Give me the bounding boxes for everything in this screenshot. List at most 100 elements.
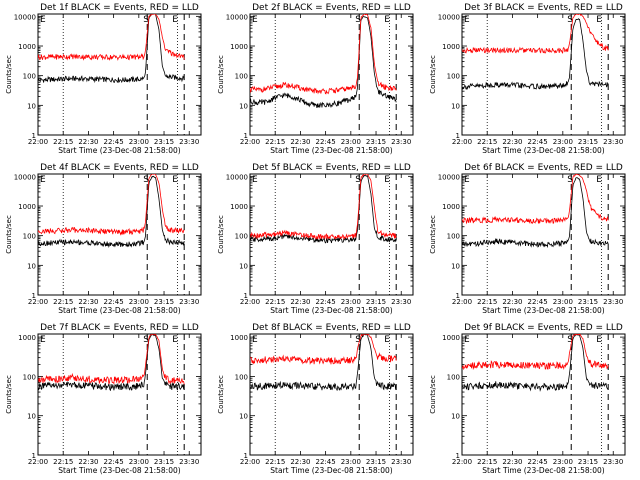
x-axis-label: Start Time (23-Dec-08 21:58:00) [58, 466, 180, 475]
y-axis-label: Counts/sec [5, 215, 13, 254]
panel-title: Det 9f BLACK = Events, RED = LLD [464, 323, 623, 333]
x-axis-label: Start Time (23-Dec-08 21:58:00) [482, 306, 604, 315]
s-marker-label: S [143, 335, 149, 345]
y-axis-label: Counts/sec [5, 55, 13, 94]
plot-frame [461, 333, 626, 456]
x-tick-label: 23:15 [154, 138, 174, 146]
x-tick-label: 22:00 [452, 298, 472, 306]
plot-frame [461, 13, 626, 136]
s-marker-label: S [567, 15, 573, 25]
x-axis-label: Start Time (23-Dec-08 21:58:00) [482, 466, 604, 475]
y-axis-label: Counts/sec [429, 55, 437, 94]
x-tick-label: 22:00 [452, 458, 472, 466]
x-tick-label: 23:00 [129, 298, 149, 306]
x-tick-label: 23:30 [391, 298, 411, 306]
panel-title: Det 8f BLACK = Events, RED = LLD [252, 323, 411, 333]
panel-det-3: Det 3f BLACK = Events, RED = LLD 1 10 100 10… [429, 3, 626, 155]
lld-series-line [462, 14, 609, 54]
s-marker-label: S [355, 175, 361, 185]
y-tick-label: 10 [27, 102, 36, 110]
x-tick-label: 23:15 [578, 298, 598, 306]
y-axis-label: Counts/sec [217, 375, 225, 414]
panel-title: Det 3f BLACK = Events, RED = LLD [464, 3, 623, 13]
s-marker-label: S [567, 335, 573, 345]
x-tick-label: 22:15 [265, 458, 285, 466]
y-tick-label: 1000 [230, 43, 248, 51]
lld-series-line [462, 334, 609, 371]
x-tick-label: 22:00 [452, 138, 472, 146]
e-marker-label: E [596, 15, 602, 25]
x-tick-label: 23:30 [603, 138, 623, 146]
y-tick-label: 100 [23, 233, 36, 241]
panel-det-9: Det 9f BLACK = Events, RED = LLD 1 10 100 10… [429, 323, 626, 475]
x-tick-label: 23:30 [179, 298, 199, 306]
events-series-line [38, 175, 185, 249]
x-tick-label: 23:30 [603, 298, 623, 306]
y-tick-label: 10 [27, 413, 36, 421]
y-tick-label: 1000 [442, 43, 460, 51]
y-tick-label: 100 [447, 233, 460, 241]
events-series-line [462, 177, 609, 249]
e-marker-label: E [384, 335, 390, 345]
x-tick-label: 23:15 [366, 138, 386, 146]
panel-det-7: Det 7f BLACK = Events, RED = LLD 1 10 100 10… [5, 323, 202, 475]
y-tick-label: 10 [451, 262, 460, 270]
x-tick-label: 23:00 [553, 138, 573, 146]
y-axis-label: Counts/sec [429, 215, 437, 254]
e-marker-label: E [172, 175, 178, 185]
x-tick-label: 22:00 [240, 298, 260, 306]
panel-title: Det 6f BLACK = Events, RED = LLD [464, 163, 623, 173]
x-tick-label: 22:00 [28, 458, 48, 466]
x-tick-label: 23:30 [391, 138, 411, 146]
x-tick-label: 22:15 [53, 458, 73, 466]
y-tick-label: 1 [244, 452, 248, 460]
x-tick-label: 23:00 [341, 138, 361, 146]
e-marker-label: E [464, 335, 470, 345]
y-tick-label: 1 [244, 292, 248, 300]
lld-series-line [250, 174, 397, 240]
e-marker-label: E [252, 335, 258, 345]
lld-series-line [250, 334, 397, 366]
x-tick-label: 23:00 [553, 458, 573, 466]
e-marker-label: E [40, 175, 46, 185]
plot-frame [37, 173, 202, 296]
events-series-line [462, 18, 609, 91]
s-marker-label: S [567, 175, 573, 185]
x-tick-label: 22:45 [316, 138, 336, 146]
x-tick-label: 22:00 [28, 138, 48, 146]
y-tick-label: 1 [32, 452, 36, 460]
y-tick-label: 10000 [438, 13, 460, 21]
x-tick-label: 22:00 [28, 298, 48, 306]
y-tick-label: 100 [447, 73, 460, 81]
y-tick-label: 1000 [18, 334, 36, 342]
s-marker-label: S [355, 15, 361, 25]
y-tick-label: 100 [447, 373, 460, 381]
e-marker-label: E [596, 175, 602, 185]
plot-frame [249, 333, 414, 456]
y-tick-label: 100 [23, 373, 36, 381]
y-tick-label: 10 [239, 102, 248, 110]
x-tick-label: 22:00 [240, 138, 260, 146]
x-tick-label: 23:00 [553, 298, 573, 306]
panel-det-2: Det 2f BLACK = Events, RED = LLD 1 10 100 10… [217, 3, 414, 155]
y-tick-label: 1000 [18, 203, 36, 211]
x-tick-label: 23:30 [603, 458, 623, 466]
y-tick-label: 10 [239, 413, 248, 421]
panel-title: Det 5f BLACK = Events, RED = LLD [252, 163, 411, 173]
y-tick-label: 1000 [442, 334, 460, 342]
e-marker-label: E [384, 15, 390, 25]
x-tick-label: 22:45 [316, 298, 336, 306]
events-series-line [38, 14, 185, 84]
y-tick-label: 1000 [442, 203, 460, 211]
panel-title: Det 4f BLACK = Events, RED = LLD [40, 163, 199, 173]
y-tick-label: 10 [27, 262, 36, 270]
x-tick-label: 23:30 [391, 458, 411, 466]
panel-det-6: Det 6f BLACK = Events, RED = LLD 1 10 100 10… [429, 163, 626, 315]
x-tick-label: 22:30 [78, 298, 98, 306]
e-marker-label: E [464, 175, 470, 185]
x-tick-label: 22:15 [53, 298, 73, 306]
panel-title: Det 2f BLACK = Events, RED = LLD [252, 3, 411, 13]
x-tick-label: 22:45 [104, 138, 124, 146]
y-tick-label: 10000 [438, 173, 460, 181]
y-tick-label: 10000 [14, 13, 36, 21]
